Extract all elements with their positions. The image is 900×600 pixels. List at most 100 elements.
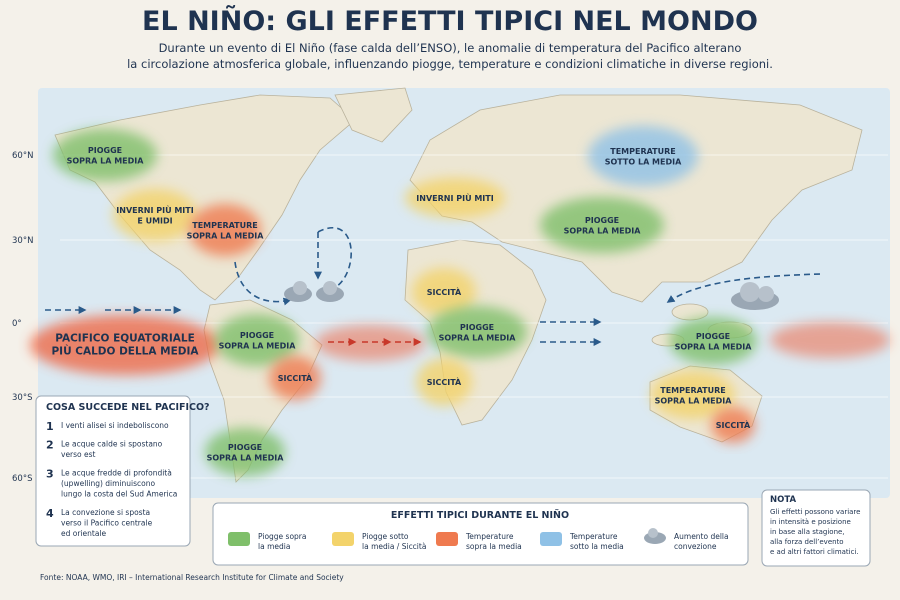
warm-band (770, 322, 890, 358)
cloud (284, 281, 344, 302)
region-label-line: SOPRA LA MEDIA (675, 342, 753, 351)
region-label: PIOGGE SOPRA LA MEDIA (439, 323, 517, 343)
clouds (284, 281, 779, 310)
note-text: Gli effetti possono variare in intensità … (770, 508, 860, 556)
region-area (427, 306, 527, 358)
region-label: TEMPERATURE SOPRA LA MEDIA (655, 386, 733, 406)
latitude-label: 0° (12, 319, 22, 329)
region-label: TEMPERATURE SOTTO LA MEDIA (605, 147, 682, 167)
warm-band (315, 325, 425, 361)
arrow (317, 227, 352, 292)
region-area (53, 129, 157, 181)
region-area (189, 204, 261, 256)
legend-title: EFFETTI TIPICI DURANTE EL NIÑO (391, 510, 569, 521)
region-label-line: E UMIDI (137, 216, 172, 225)
region-area (215, 314, 299, 366)
region-label: PIOGGE SOPRA LA MEDIA (219, 331, 297, 351)
legend-swatch (332, 532, 354, 546)
region-label-line: SOPRA LA MEDIA (187, 231, 265, 240)
legend-label-line: Temperature (465, 532, 514, 541)
note-line-line: alla forza dell’evento (770, 538, 844, 546)
region-label-line: SOPRA LA MEDIA (655, 396, 733, 405)
pacific-steps: 1 I venti alisei si indeboliscono 2 Le acqu… (46, 420, 177, 538)
step-text: Le acque fredde di profondità (upwelling)… (61, 469, 177, 499)
legend-swatch (436, 532, 458, 546)
latitude-label: 60°S (12, 474, 32, 484)
step-text-line: ed orientale (61, 529, 107, 538)
region-label: INVERNI PIÙ MITI E UMIDI (116, 204, 193, 226)
note-box (761, 489, 871, 567)
region-area (412, 268, 476, 316)
pacific-box (35, 395, 191, 547)
region-label-line: SICCITÀ (278, 372, 313, 383)
region-label: PIOGGE SOPRA LA MEDIA (207, 443, 285, 463)
region-label-line: PIOGGE (88, 146, 122, 155)
region-area (113, 189, 197, 241)
region-label-line: TEMPERATURE (192, 221, 258, 230)
cloud (731, 282, 779, 310)
arrow (234, 261, 292, 306)
region-area (416, 358, 472, 406)
legend-label-line: Temperature (569, 532, 618, 541)
legend-label: Piogge sotto la media / Siccità (362, 532, 426, 551)
region-area (269, 356, 321, 400)
region-area (540, 197, 664, 253)
note-line-line: in intensità e posizione (770, 518, 851, 526)
region-label-line: PIÙ CALDO DELLA MEDIA (51, 345, 199, 358)
region-label: PIOGGE SOPRA LA MEDIA (675, 332, 753, 352)
legend-label-line: Piogge sopra (258, 532, 307, 541)
greenland (334, 87, 413, 143)
legend-label: Piogge sopra la media (258, 532, 307, 551)
region-label-line: SICCITÀ (427, 376, 462, 387)
legend-swatch (540, 532, 562, 546)
subtitle: Durante un evento di El Niño (fase calda… (127, 41, 773, 71)
subtitle-line: Durante un evento di El Niño (fase calda… (159, 41, 742, 55)
region-label-line: SICCITÀ (716, 419, 751, 430)
region-label: INVERNI PIÙ MITI (416, 192, 493, 203)
region-label-line: SICCITÀ (427, 286, 462, 297)
region-area (651, 371, 735, 419)
region-label-line: PIOGGE (460, 323, 494, 332)
region-area (30, 315, 220, 375)
legend-label: Temperature sotto la media (569, 532, 624, 551)
step-number: 1 (46, 420, 54, 433)
legend-label: Aumento della convezione (674, 532, 729, 551)
region-label-line: SOPRA LA MEDIA (439, 333, 517, 342)
region-label: SICCITÀ (427, 286, 462, 297)
region-label: SICCITÀ (427, 376, 462, 387)
region-label-line: PIOGGE (696, 332, 730, 341)
latitude-label: 60°N (12, 151, 33, 161)
legend-label-line: la media (258, 542, 290, 551)
region-label-line: SOPRA LA MEDIA (219, 341, 297, 350)
title: EL NIÑO: GLI EFFETTI TIPICI NEL MONDO (142, 5, 758, 37)
legend (212, 502, 749, 566)
note-line-line: e ad altri fattori climatici. (770, 548, 859, 556)
legend-cloud (648, 528, 658, 538)
region-area (405, 178, 505, 218)
legend-label-line: Aumento della (674, 532, 729, 541)
source: Fonte: NOAA, WMO, IRI – International Re… (40, 573, 344, 582)
region-label-line: PIOGGE (228, 443, 262, 452)
step-text: Le acque calde si spostano verso est (61, 440, 163, 460)
arrow (666, 273, 821, 303)
step-text-line: Le acque calde si spostano (61, 440, 163, 449)
region-label: SICCITÀ (278, 372, 313, 383)
step-text: I venti alisei si indeboliscono (61, 421, 169, 430)
region-label-line: TEMPERATURE (660, 386, 726, 395)
legend-label-line: sopra la media (466, 542, 522, 551)
region-label: SICCITÀ (716, 419, 751, 430)
region-label-line: SOPRA LA MEDIA (67, 156, 145, 165)
step-text-line: Le acque fredde di profondità (61, 469, 172, 478)
step-text-line: verso il Pacifico centrale (61, 519, 153, 528)
island (671, 303, 709, 321)
region-area (711, 407, 755, 443)
circulation-arrows (45, 227, 821, 346)
step-number: 4 (46, 507, 54, 520)
region-label-line: INVERNI PIÙ MITI (416, 192, 493, 203)
region-label: TEMPERATURE SOPRA LA MEDIA (187, 221, 265, 241)
pacific-box-title: COSA SUCCEDE NEL PACIFICO? (46, 402, 210, 413)
region-label-line: PIOGGE (240, 331, 274, 340)
latitude-label: 30°N (12, 236, 33, 246)
